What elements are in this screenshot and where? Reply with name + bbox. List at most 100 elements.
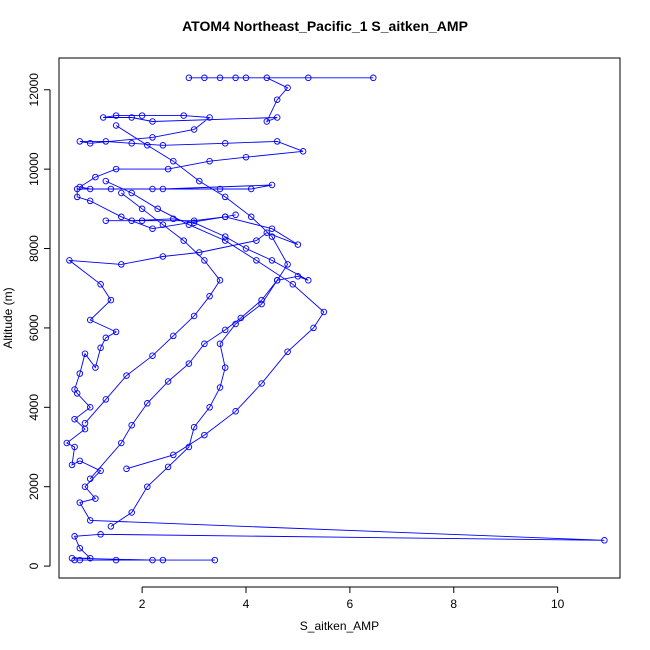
data-point — [81, 350, 89, 357]
data-point — [144, 142, 151, 149]
data-point — [258, 300, 265, 308]
data-point — [180, 112, 187, 119]
data-point — [97, 344, 104, 352]
data-point — [86, 475, 94, 483]
data-point — [86, 404, 94, 411]
y-tick-label: 10000 — [27, 152, 41, 186]
data-point — [196, 177, 203, 185]
data-point — [71, 415, 78, 423]
x-tick-label: 2 — [139, 597, 146, 611]
data-point — [299, 148, 307, 155]
data-point — [144, 400, 151, 407]
data-point — [159, 556, 167, 564]
data-point — [149, 118, 156, 125]
data-point — [211, 556, 219, 564]
data-point — [216, 277, 224, 284]
data-point — [258, 380, 265, 387]
data-point — [128, 217, 135, 224]
plot-frame — [58, 57, 621, 579]
data-point — [170, 157, 177, 165]
data-point — [221, 326, 229, 334]
data-point — [268, 257, 276, 264]
data-point — [86, 185, 94, 193]
data-point — [86, 140, 94, 147]
data-point — [273, 277, 281, 284]
data-point — [63, 439, 71, 447]
axes-layer: 2 4 6 8 10 0 2000 4000 6000 8000 10000 12000 S_aitke… — [1, 57, 621, 633]
y-tick-label: 0 — [27, 562, 41, 569]
chart-title: ATOM4 Northeast_Pacific_1 S_aitken_AMP — [182, 18, 468, 34]
y-tick-label: 12000 — [27, 73, 41, 107]
data-point — [159, 142, 167, 149]
data-point — [112, 122, 120, 129]
data-point — [118, 189, 125, 197]
data-point — [273, 114, 281, 121]
data-point — [76, 138, 84, 145]
data-point — [107, 185, 115, 193]
data-point — [123, 465, 130, 473]
data-point — [112, 112, 120, 119]
x-tick-label: 4 — [243, 597, 250, 611]
data-point — [164, 165, 172, 173]
series-line-2 — [89, 214, 309, 480]
data-point — [149, 225, 156, 232]
data-point — [221, 364, 229, 371]
data-point — [242, 245, 250, 252]
data-point — [284, 348, 291, 355]
data-point — [247, 185, 255, 193]
data-point — [76, 499, 84, 506]
y-tick-label: 8000 — [27, 235, 41, 262]
data-point — [92, 495, 99, 502]
data-point — [201, 257, 208, 264]
data-point — [201, 74, 208, 82]
data-point — [206, 157, 213, 165]
data-point — [159, 221, 167, 228]
data-point — [99, 114, 107, 121]
data-point — [221, 233, 229, 240]
data-point — [216, 384, 224, 391]
data-point — [268, 233, 276, 240]
data-point — [159, 253, 167, 260]
data-point — [164, 378, 172, 385]
data-point — [294, 273, 302, 280]
data-point — [86, 316, 94, 324]
data-point — [76, 556, 84, 564]
data-point — [149, 352, 156, 359]
data-point — [102, 217, 110, 224]
data-point — [138, 217, 146, 224]
data-point — [159, 185, 167, 193]
data-point — [102, 396, 110, 403]
data-point — [112, 165, 120, 173]
data-point — [247, 213, 255, 221]
data-point — [92, 173, 99, 181]
data-point — [206, 114, 213, 121]
data-point — [81, 483, 89, 490]
data-point — [190, 312, 198, 320]
data-point — [221, 140, 229, 147]
x-tick-label: 6 — [347, 597, 354, 611]
data-point — [123, 372, 130, 379]
x-tick-label: 8 — [450, 597, 457, 611]
data-point — [216, 340, 224, 348]
data-point — [118, 439, 125, 447]
data-point — [128, 140, 135, 147]
data-point — [305, 277, 312, 284]
data-point — [68, 461, 76, 469]
data-point — [221, 237, 229, 244]
series-line-1 — [65, 77, 605, 561]
data-point — [81, 419, 89, 427]
x-axis-title: S_aitken_AMP — [300, 619, 379, 633]
data-point — [190, 423, 198, 431]
data-point — [76, 183, 84, 191]
data-point — [144, 483, 151, 490]
data-point — [253, 237, 260, 244]
data-point — [284, 84, 291, 92]
data-point — [206, 292, 213, 300]
data-point — [149, 556, 156, 564]
data-point — [164, 463, 172, 471]
data-point — [268, 225, 276, 232]
data-point — [232, 211, 239, 219]
data-point — [71, 386, 78, 393]
y-tick-label: 2000 — [27, 473, 41, 500]
